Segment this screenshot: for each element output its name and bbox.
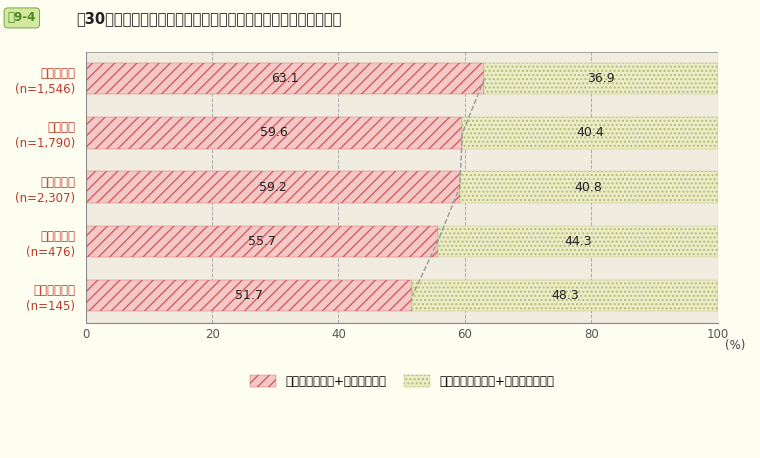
Text: 59.2: 59.2 bbox=[259, 180, 287, 194]
Text: 63.1: 63.1 bbox=[271, 72, 299, 85]
Bar bbox=[438, 226, 717, 257]
Bar bbox=[86, 63, 717, 94]
Bar bbox=[86, 63, 484, 94]
Bar bbox=[86, 171, 717, 203]
Bar bbox=[86, 280, 413, 311]
Text: 40.4: 40.4 bbox=[576, 126, 604, 139]
Text: 図9-4: 図9-4 bbox=[8, 11, 36, 24]
Bar bbox=[86, 117, 462, 149]
Text: 48.3: 48.3 bbox=[551, 289, 579, 302]
Text: 36.9: 36.9 bbox=[587, 72, 615, 85]
Legend: ある（よくある+たまにある）, ない（あまりない+ほとんどない）: ある（よくある+たまにある）, ない（あまりない+ほとんどない） bbox=[245, 370, 559, 393]
Bar bbox=[86, 280, 717, 311]
Text: 30代職員調査、仕事量の実感と新たな提案・チャレンジの頻度: 30代職員調査、仕事量の実感と新たな提案・チャレンジの頻度 bbox=[76, 11, 341, 27]
Text: (%): (%) bbox=[724, 339, 745, 352]
Bar bbox=[462, 117, 717, 149]
Bar bbox=[86, 117, 717, 149]
Bar bbox=[460, 171, 717, 203]
Text: 51.7: 51.7 bbox=[235, 289, 263, 302]
Text: 40.8: 40.8 bbox=[575, 180, 603, 194]
Bar bbox=[86, 171, 460, 203]
Text: 44.3: 44.3 bbox=[564, 235, 591, 248]
Bar bbox=[484, 63, 717, 94]
Text: 59.6: 59.6 bbox=[260, 126, 288, 139]
Bar bbox=[413, 280, 717, 311]
Text: 55.7: 55.7 bbox=[248, 235, 276, 248]
Bar bbox=[86, 226, 438, 257]
Bar bbox=[86, 226, 717, 257]
